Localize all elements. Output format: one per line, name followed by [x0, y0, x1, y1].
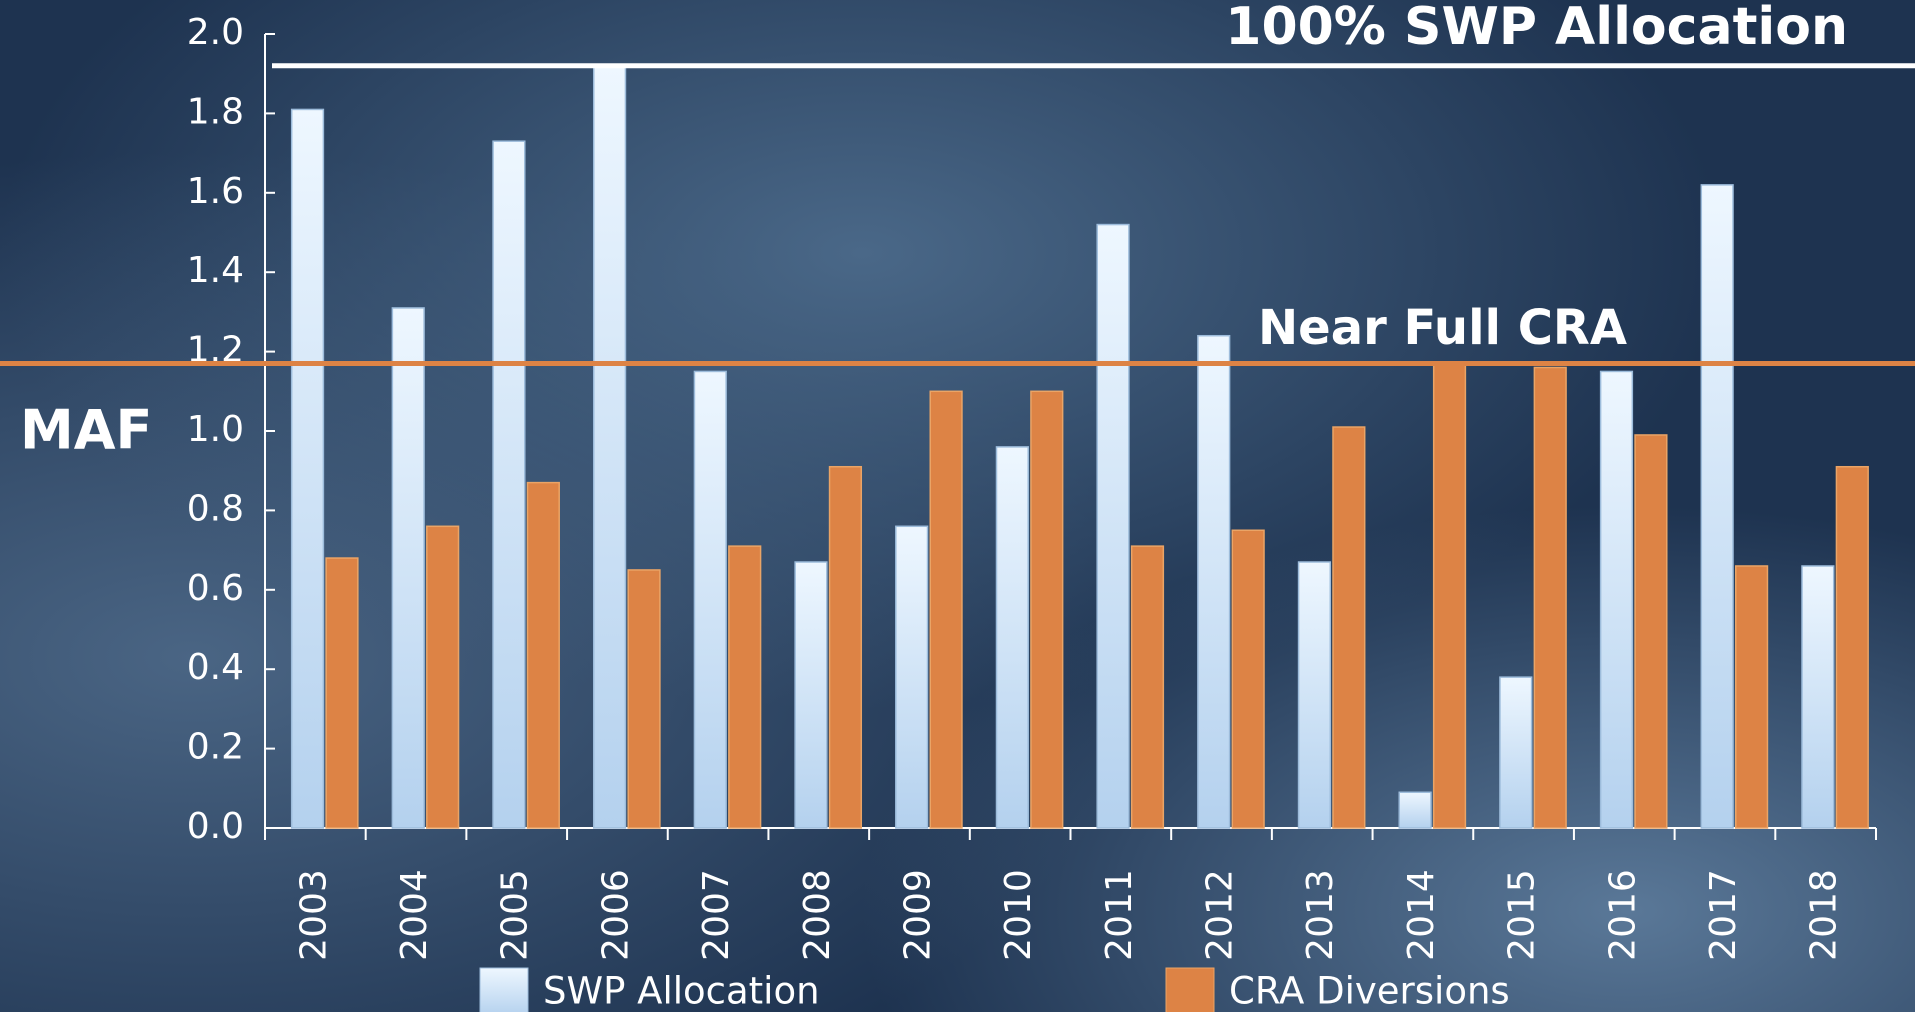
bar	[1599, 370, 1634, 829]
x-tick-label: 2010	[998, 869, 1039, 961]
bar	[828, 465, 863, 829]
x-tick-label: 2012	[1200, 869, 1241, 961]
bar	[1398, 791, 1432, 829]
y-tick-label: 0.0	[187, 806, 244, 847]
legend-swatch	[1165, 967, 1215, 1012]
x-tick-label: 2017	[1703, 869, 1744, 961]
bar	[627, 569, 661, 829]
x-tick-label: 2003	[293, 869, 334, 961]
x-tick-label: 2016	[1602, 869, 1643, 961]
bar	[325, 557, 359, 829]
reference-label: Near Full CRA	[1258, 300, 1627, 356]
bar	[728, 545, 762, 829]
bar	[290, 108, 325, 829]
bar	[1734, 565, 1769, 829]
bar	[391, 307, 425, 829]
bar	[929, 390, 963, 829]
bar	[995, 446, 1029, 829]
bar	[526, 481, 560, 829]
legend-label: CRA Diversions	[1229, 970, 1510, 1012]
y-tick-label: 0.2	[187, 727, 244, 768]
x-tick-label: 2013	[1300, 869, 1341, 961]
x-tick-label: 2004	[394, 869, 435, 961]
bar	[1130, 545, 1165, 829]
bar	[1332, 426, 1366, 829]
reference-label: 100% SWP Allocation	[1225, 0, 1848, 57]
bar	[1835, 465, 1869, 829]
y-tick-label: 0.6	[187, 568, 244, 609]
x-tick-label: 2018	[1804, 869, 1845, 961]
bar	[492, 140, 526, 829]
y-tick-label: 0.4	[187, 647, 244, 688]
bar	[1634, 434, 1668, 829]
x-tick-label: 2006	[595, 869, 636, 961]
y-tick-label: 2.0	[187, 12, 244, 53]
bar	[1801, 565, 1835, 829]
x-tick-label: 2007	[696, 869, 737, 961]
y-tick-label: 1.0	[187, 409, 244, 450]
y-tick-label: 1.6	[187, 171, 244, 212]
bar	[592, 65, 627, 829]
bar	[1197, 334, 1231, 829]
y-tick-label: 0.8	[187, 488, 244, 529]
bar	[426, 525, 460, 829]
bar	[1297, 561, 1332, 829]
x-tick-label: 2009	[897, 869, 938, 961]
bar	[1533, 366, 1567, 829]
y-tick-label: 1.8	[187, 91, 244, 132]
y-axis-label: MAF	[20, 399, 152, 462]
bar	[1231, 529, 1265, 829]
y-tick-label: 1.4	[187, 250, 244, 291]
x-tick-label: 2011	[1099, 869, 1140, 961]
legend-label: SWP Allocation	[543, 970, 820, 1012]
bar	[1499, 676, 1533, 829]
bar	[794, 561, 828, 829]
legend-swatch	[479, 967, 529, 1012]
x-tick-label: 2015	[1502, 869, 1543, 961]
bar	[1700, 184, 1734, 829]
bar	[1030, 390, 1064, 829]
bar	[1432, 362, 1467, 829]
x-tick-label: 2014	[1401, 869, 1442, 961]
x-tick-label: 2005	[495, 869, 536, 961]
bar	[1096, 223, 1130, 829]
x-tick-label: 2008	[797, 869, 838, 961]
bar	[693, 370, 727, 829]
bar	[895, 525, 929, 829]
